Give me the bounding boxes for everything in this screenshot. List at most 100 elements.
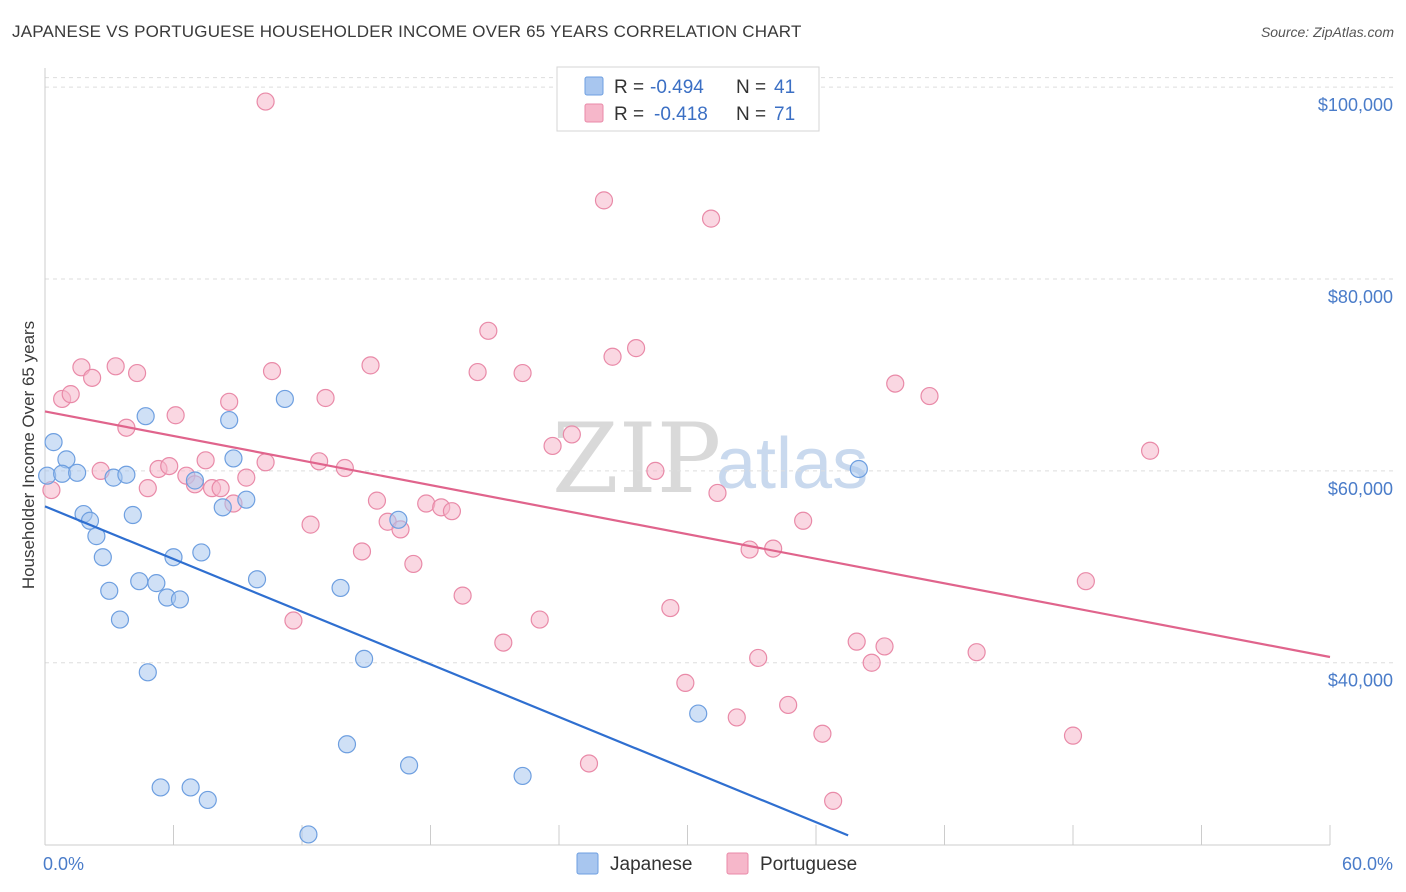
portuguese-point — [794, 511, 813, 530]
portuguese-point — [468, 362, 487, 382]
portuguese-point — [920, 386, 939, 406]
portuguese-point — [824, 791, 843, 810]
japanese-point — [337, 735, 357, 754]
chart-title: JAPANESE VS PORTUGUESE HOUSEHOLDER INCOM… — [12, 22, 802, 41]
watermark-zip: ZIP — [552, 403, 721, 515]
portuguese-point — [661, 598, 680, 618]
japanese-point — [117, 465, 136, 484]
grid-lines — [45, 77, 1393, 664]
portuguese-point — [453, 586, 472, 605]
japanese-point — [849, 459, 868, 479]
legend-n-value-portuguese: 71 — [774, 104, 795, 125]
japanese-point — [331, 578, 350, 598]
japanese-point — [198, 790, 217, 810]
series-label-japanese: Japanese — [610, 854, 692, 875]
portuguese-point — [646, 461, 665, 480]
portuguese-point — [106, 357, 125, 376]
series-swatch-japanese — [576, 852, 599, 875]
japanese-point — [224, 449, 243, 468]
portuguese-point — [479, 321, 498, 340]
portuguese-point — [301, 515, 320, 534]
japanese-points — [38, 389, 868, 844]
portuguese-point — [594, 191, 614, 210]
series-swatch-portuguese — [726, 852, 749, 875]
portuguese-point — [61, 385, 80, 404]
watermark: ZIP atlas — [552, 403, 868, 515]
portuguese-point — [626, 339, 646, 358]
portuguese-point — [127, 363, 147, 383]
y-tick-labels: $40,000 $60,000 $80,000 $100,000 — [1318, 95, 1393, 691]
portuguese-point — [220, 392, 239, 411]
portuguese-point — [886, 374, 905, 393]
portuguese-point — [847, 632, 866, 651]
japanese-point — [299, 825, 318, 844]
portuguese-point — [530, 610, 549, 629]
japanese-point — [192, 543, 211, 562]
portuguese-point — [166, 406, 185, 425]
portuguese-point — [494, 633, 513, 652]
portuguese-point — [1076, 572, 1095, 591]
correlation-legend: R = -0.494 N = 41 R = -0.418 N = 71 — [556, 66, 820, 132]
portuguese-point — [701, 209, 721, 228]
japanese-point — [68, 463, 87, 482]
japanese-point — [130, 572, 149, 591]
japanese-point — [247, 570, 267, 589]
portuguese-point — [237, 468, 256, 487]
series-label-portuguese: Portuguese — [760, 854, 857, 875]
japanese-point — [185, 471, 205, 490]
portuguese-point — [352, 542, 372, 561]
japanese-point — [220, 410, 239, 430]
japanese-point — [138, 663, 157, 682]
portuguese-point — [513, 363, 532, 383]
y-tick-label: $40,000 — [1328, 671, 1393, 691]
portuguese-point — [316, 388, 335, 408]
x-tick-label-max: 60.0% — [1342, 854, 1393, 874]
portuguese-point — [603, 347, 622, 366]
portuguese-point — [813, 724, 832, 743]
portuguese-point — [543, 436, 562, 456]
legend-n-label-portuguese: N = — [736, 104, 766, 125]
japanese-point — [38, 466, 57, 485]
portuguese-point — [579, 754, 599, 773]
portuguese-point — [160, 456, 179, 476]
series-legend: Japanese Portuguese — [576, 852, 857, 875]
x-ticks — [44, 825, 1331, 845]
portuguese-point — [361, 356, 380, 375]
legend-r-value-japanese: -0.494 — [650, 77, 704, 98]
japanese-point — [44, 433, 63, 452]
portuguese-point — [404, 554, 423, 574]
japanese-point — [355, 649, 374, 669]
portuguese-point — [740, 540, 759, 559]
portuguese-point — [256, 453, 275, 472]
portuguese-point — [727, 708, 746, 727]
portuguese-trend-line — [44, 410, 1331, 659]
portuguese-point — [262, 362, 282, 381]
legend-r-value-portuguese: -0.418 — [654, 104, 708, 125]
portuguese-point — [310, 452, 329, 471]
japanese-point — [147, 574, 166, 593]
japanese-point — [689, 704, 708, 723]
trend-lines — [44, 410, 1331, 837]
legend-swatch-portuguese — [584, 103, 604, 123]
portuguese-point — [779, 695, 798, 715]
legend-n-value-japanese: 41 — [774, 77, 795, 98]
source-label: Source: ZipAtlas.com — [1260, 24, 1394, 40]
y-tick-label: $60,000 — [1328, 479, 1393, 499]
watermark-atlas: atlas — [716, 424, 868, 504]
portuguese-point — [417, 494, 436, 513]
japanese-point — [181, 778, 200, 797]
y-tick-label: $80,000 — [1328, 287, 1393, 307]
portuguese-point — [562, 425, 581, 444]
legend-n-label-japanese: N = — [736, 77, 766, 98]
portuguese-point — [862, 653, 881, 672]
legend-r-label-portuguese: R = — [614, 104, 644, 125]
japanese-point — [389, 510, 408, 529]
portuguese-point — [83, 368, 102, 387]
portuguese-point — [875, 637, 894, 656]
x-tick-label-min: 0.0% — [43, 854, 84, 874]
portuguese-point — [138, 479, 157, 498]
portuguese-point — [708, 483, 727, 503]
japanese-point — [100, 581, 119, 600]
portuguese-point — [967, 643, 986, 662]
